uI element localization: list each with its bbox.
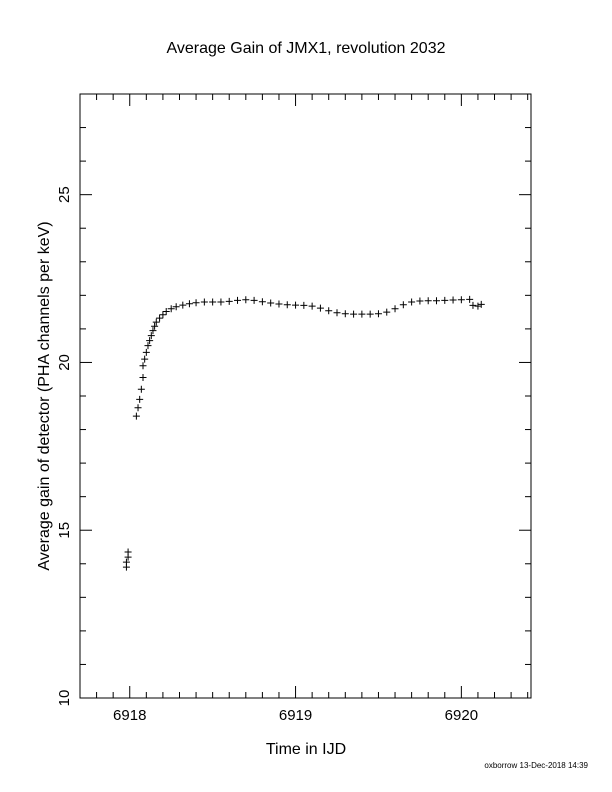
data-point xyxy=(474,302,482,310)
data-point xyxy=(469,301,477,309)
data-point xyxy=(172,303,180,311)
y-axis-label: Average gain of detector (PHA channels p… xyxy=(36,221,53,570)
axis-ticks xyxy=(80,93,531,699)
data-point xyxy=(267,299,275,307)
data-point xyxy=(416,297,424,305)
data-point xyxy=(477,300,485,308)
data-point xyxy=(358,310,366,318)
data-point xyxy=(333,309,341,317)
data-point xyxy=(179,301,187,309)
y-tick-label: 15 xyxy=(56,522,73,539)
data-point xyxy=(209,298,217,306)
data-point xyxy=(350,310,358,318)
data-point xyxy=(424,297,432,305)
data-point xyxy=(250,296,258,304)
y-tick-label: 10 xyxy=(56,690,73,707)
data-point xyxy=(159,311,167,319)
data-point xyxy=(408,298,416,306)
data-point xyxy=(141,355,149,363)
data-point xyxy=(316,304,324,312)
plot-frame xyxy=(79,93,532,699)
data-point xyxy=(139,374,147,382)
data-point xyxy=(242,296,250,304)
data-point xyxy=(139,362,147,370)
x-tick-label: 6918 xyxy=(113,707,146,724)
data-point xyxy=(152,318,160,326)
data-point xyxy=(283,301,291,309)
data-point xyxy=(124,548,132,556)
footer-timestamp: oxborrow 13-Dec-2018 14:39 xyxy=(484,761,588,770)
data-point xyxy=(366,310,374,318)
data-point xyxy=(132,412,140,420)
x-tick-label: 6920 xyxy=(445,707,478,724)
data-point xyxy=(300,301,308,309)
x-axis-label: Time in IJD xyxy=(266,741,346,758)
data-point xyxy=(134,404,142,412)
data-point xyxy=(432,297,440,305)
data-point xyxy=(374,310,382,318)
y-tick-label: 25 xyxy=(56,186,73,203)
data-point xyxy=(200,298,208,306)
data-point xyxy=(122,558,130,566)
data-point xyxy=(147,332,155,340)
data-point xyxy=(151,322,159,330)
data-point xyxy=(234,296,242,304)
data-point xyxy=(142,348,150,356)
data-point xyxy=(144,342,152,350)
data-point xyxy=(275,300,283,308)
data-point xyxy=(185,300,193,308)
data-point xyxy=(466,295,474,303)
data-point xyxy=(308,302,316,310)
axis-tick-labels: 6918 6919 6920 10 15 20 25 xyxy=(56,186,478,724)
data-points xyxy=(122,295,485,571)
x-tick-label: 6919 xyxy=(279,707,312,724)
data-point xyxy=(146,337,154,345)
data-point xyxy=(162,307,170,315)
data-point xyxy=(149,327,157,335)
data-point xyxy=(167,305,175,313)
y-tick-label: 20 xyxy=(56,354,73,371)
data-point xyxy=(399,301,407,309)
data-point xyxy=(441,296,449,304)
data-point xyxy=(136,395,144,403)
data-point xyxy=(156,314,164,322)
data-point xyxy=(341,310,349,318)
data-point xyxy=(137,385,145,393)
data-point xyxy=(449,296,457,304)
data-point xyxy=(225,297,233,305)
data-point xyxy=(391,305,399,313)
data-point xyxy=(258,298,266,306)
data-point xyxy=(292,301,300,309)
data-point xyxy=(383,308,391,316)
data-point xyxy=(325,307,333,315)
data-point xyxy=(192,299,200,307)
data-point xyxy=(217,298,225,306)
chart-title: Average Gain of JMX1, revolution 2032 xyxy=(167,40,446,57)
data-point xyxy=(457,296,465,304)
